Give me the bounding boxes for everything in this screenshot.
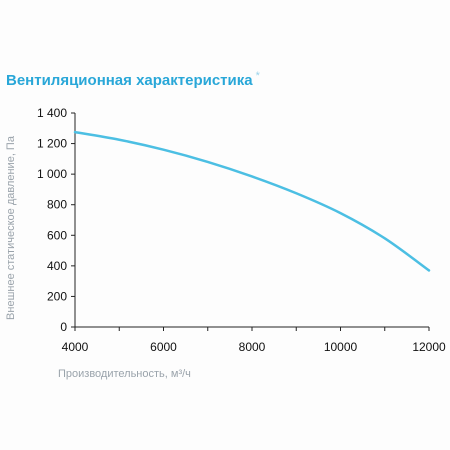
x-tick-label: 6000 (150, 340, 177, 354)
y-tick-label: 400 (47, 259, 67, 273)
y-tick-label: 800 (47, 198, 67, 212)
y-tick-label: 1 400 (37, 106, 67, 120)
chart-title-text: Вентиляционная характеристика (6, 72, 253, 89)
y-tick-label: 0 (60, 320, 67, 334)
x-tick-label: 10000 (324, 340, 358, 354)
x-axis-label: Производительность, м³/ч (58, 368, 191, 380)
chart-title-mark: * (255, 70, 260, 82)
y-tick-label: 600 (47, 228, 67, 242)
x-tick-label: 8000 (239, 340, 266, 354)
y-tick-label: 1 000 (37, 167, 67, 181)
x-tick-label: 12000 (412, 340, 446, 354)
series-line (73, 130, 431, 272)
chart-title: Вентиляционная характеристика * (6, 70, 260, 89)
y-tick-label: 200 (47, 289, 67, 303)
y-axis-label: Внешнее статическое давление, Па (5, 135, 17, 320)
y-tick-label: 1 200 (37, 137, 67, 151)
x-tick-label: 4000 (62, 340, 89, 354)
chart-series (73, 130, 431, 272)
chart-axes (74, 113, 429, 328)
chart-ticks: 0 200 400 600 800 1 000 1 200 1 400 4000 6000 8000… (37, 106, 446, 354)
